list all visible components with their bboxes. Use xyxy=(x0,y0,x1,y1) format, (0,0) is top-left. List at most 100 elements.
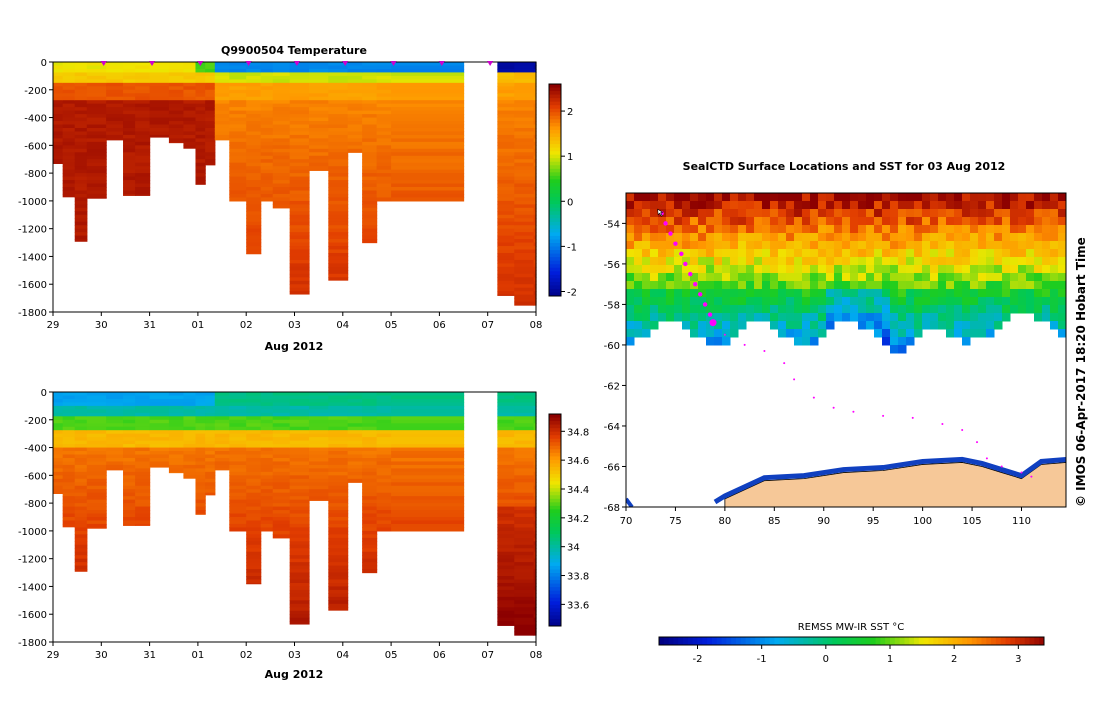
sst-cell xyxy=(850,265,859,274)
track-point xyxy=(763,350,766,353)
sst-colorbar-segment xyxy=(774,637,780,645)
sst-cell xyxy=(890,297,899,306)
section-cell xyxy=(260,180,274,185)
section-cell xyxy=(135,461,151,466)
section-cell xyxy=(308,489,329,494)
colorbar-segment xyxy=(549,154,561,159)
sst-cell xyxy=(818,289,827,298)
section-cell xyxy=(497,492,515,497)
section-cell xyxy=(62,65,76,70)
section-cell xyxy=(229,423,247,428)
section-cell xyxy=(246,426,262,431)
section-cell xyxy=(62,489,76,494)
sst-colorbar-segment xyxy=(736,637,742,645)
section-cell xyxy=(135,62,151,67)
section-cell xyxy=(289,503,310,508)
section-cell xyxy=(229,193,247,199)
sst-cell xyxy=(922,273,931,282)
section-cell xyxy=(308,96,329,101)
sst-cell xyxy=(890,345,899,354)
section-cell xyxy=(289,555,310,560)
section-cell xyxy=(533,596,537,601)
sst-cell xyxy=(754,297,763,306)
colorbar-segment xyxy=(549,211,561,216)
sst-cell xyxy=(1018,297,1027,306)
section-cell xyxy=(74,496,88,501)
section-cell xyxy=(135,409,151,414)
section-cell xyxy=(497,273,515,278)
section-cell xyxy=(328,211,349,216)
section-cell xyxy=(260,62,274,67)
section-cell xyxy=(289,520,310,525)
section-cell xyxy=(376,166,392,171)
section-cell xyxy=(514,256,535,261)
colorbar-segment xyxy=(549,590,561,595)
section-cell xyxy=(74,555,88,560)
colorbar-segment xyxy=(549,505,561,510)
section-cell xyxy=(308,127,329,133)
section-cell xyxy=(62,89,76,94)
section-cell xyxy=(514,294,535,299)
section-cell xyxy=(497,89,515,94)
colorbar-segment xyxy=(549,516,561,521)
section-cell xyxy=(362,155,378,160)
sst-cell xyxy=(930,297,939,306)
section-cell xyxy=(328,475,349,480)
section-cell xyxy=(497,534,515,539)
section-cell xyxy=(497,444,515,449)
section-cell xyxy=(62,176,76,181)
section-cell xyxy=(123,173,136,178)
section-cell xyxy=(86,520,107,525)
section-cell xyxy=(497,461,515,466)
section-cell xyxy=(497,110,515,115)
sst-cell xyxy=(1050,225,1059,234)
sst-cell xyxy=(842,233,851,242)
section-cell xyxy=(362,159,378,164)
section-cell xyxy=(123,183,136,188)
sst-cell xyxy=(962,321,971,330)
section-cell xyxy=(53,416,64,421)
sst-cell xyxy=(1026,209,1035,218)
section-cell xyxy=(62,145,76,150)
section-cell xyxy=(214,124,230,129)
section-cell xyxy=(123,492,136,497)
x-tick-label: 05 xyxy=(385,650,398,661)
section-cell xyxy=(362,565,378,570)
section-cell xyxy=(74,412,88,417)
section-cell xyxy=(246,180,262,185)
sst-cell xyxy=(794,305,803,314)
section-cell xyxy=(391,173,465,178)
sst-cell xyxy=(642,273,651,282)
sst-cell xyxy=(762,209,771,218)
sst-cell xyxy=(770,297,779,306)
sst-cell xyxy=(650,233,659,242)
sst-cell xyxy=(962,217,971,226)
sst-cell xyxy=(858,257,867,266)
section-cell xyxy=(62,482,76,487)
sst-cell xyxy=(1034,193,1043,202)
section-cell xyxy=(376,471,392,476)
section-cell xyxy=(376,68,392,74)
colorbar-segment xyxy=(549,551,561,556)
section-cell xyxy=(229,75,247,80)
section-cell xyxy=(289,485,310,490)
section-cell xyxy=(62,503,76,508)
sst-cell xyxy=(842,265,851,274)
section-cell xyxy=(347,451,363,456)
section-cell xyxy=(246,190,262,195)
section-cell xyxy=(214,96,230,101)
section-cell xyxy=(289,127,310,133)
section-cell xyxy=(229,131,247,136)
section-cell xyxy=(183,75,197,80)
section-cell xyxy=(149,124,170,129)
sst-cell xyxy=(850,209,859,218)
section-cell xyxy=(272,110,291,115)
section-cell xyxy=(289,482,310,487)
section-cell xyxy=(246,416,262,421)
section-cell xyxy=(514,451,535,456)
sst-cell xyxy=(810,329,819,338)
section-cell xyxy=(328,596,349,601)
sst-cell xyxy=(978,217,987,226)
section-cell xyxy=(376,457,392,463)
